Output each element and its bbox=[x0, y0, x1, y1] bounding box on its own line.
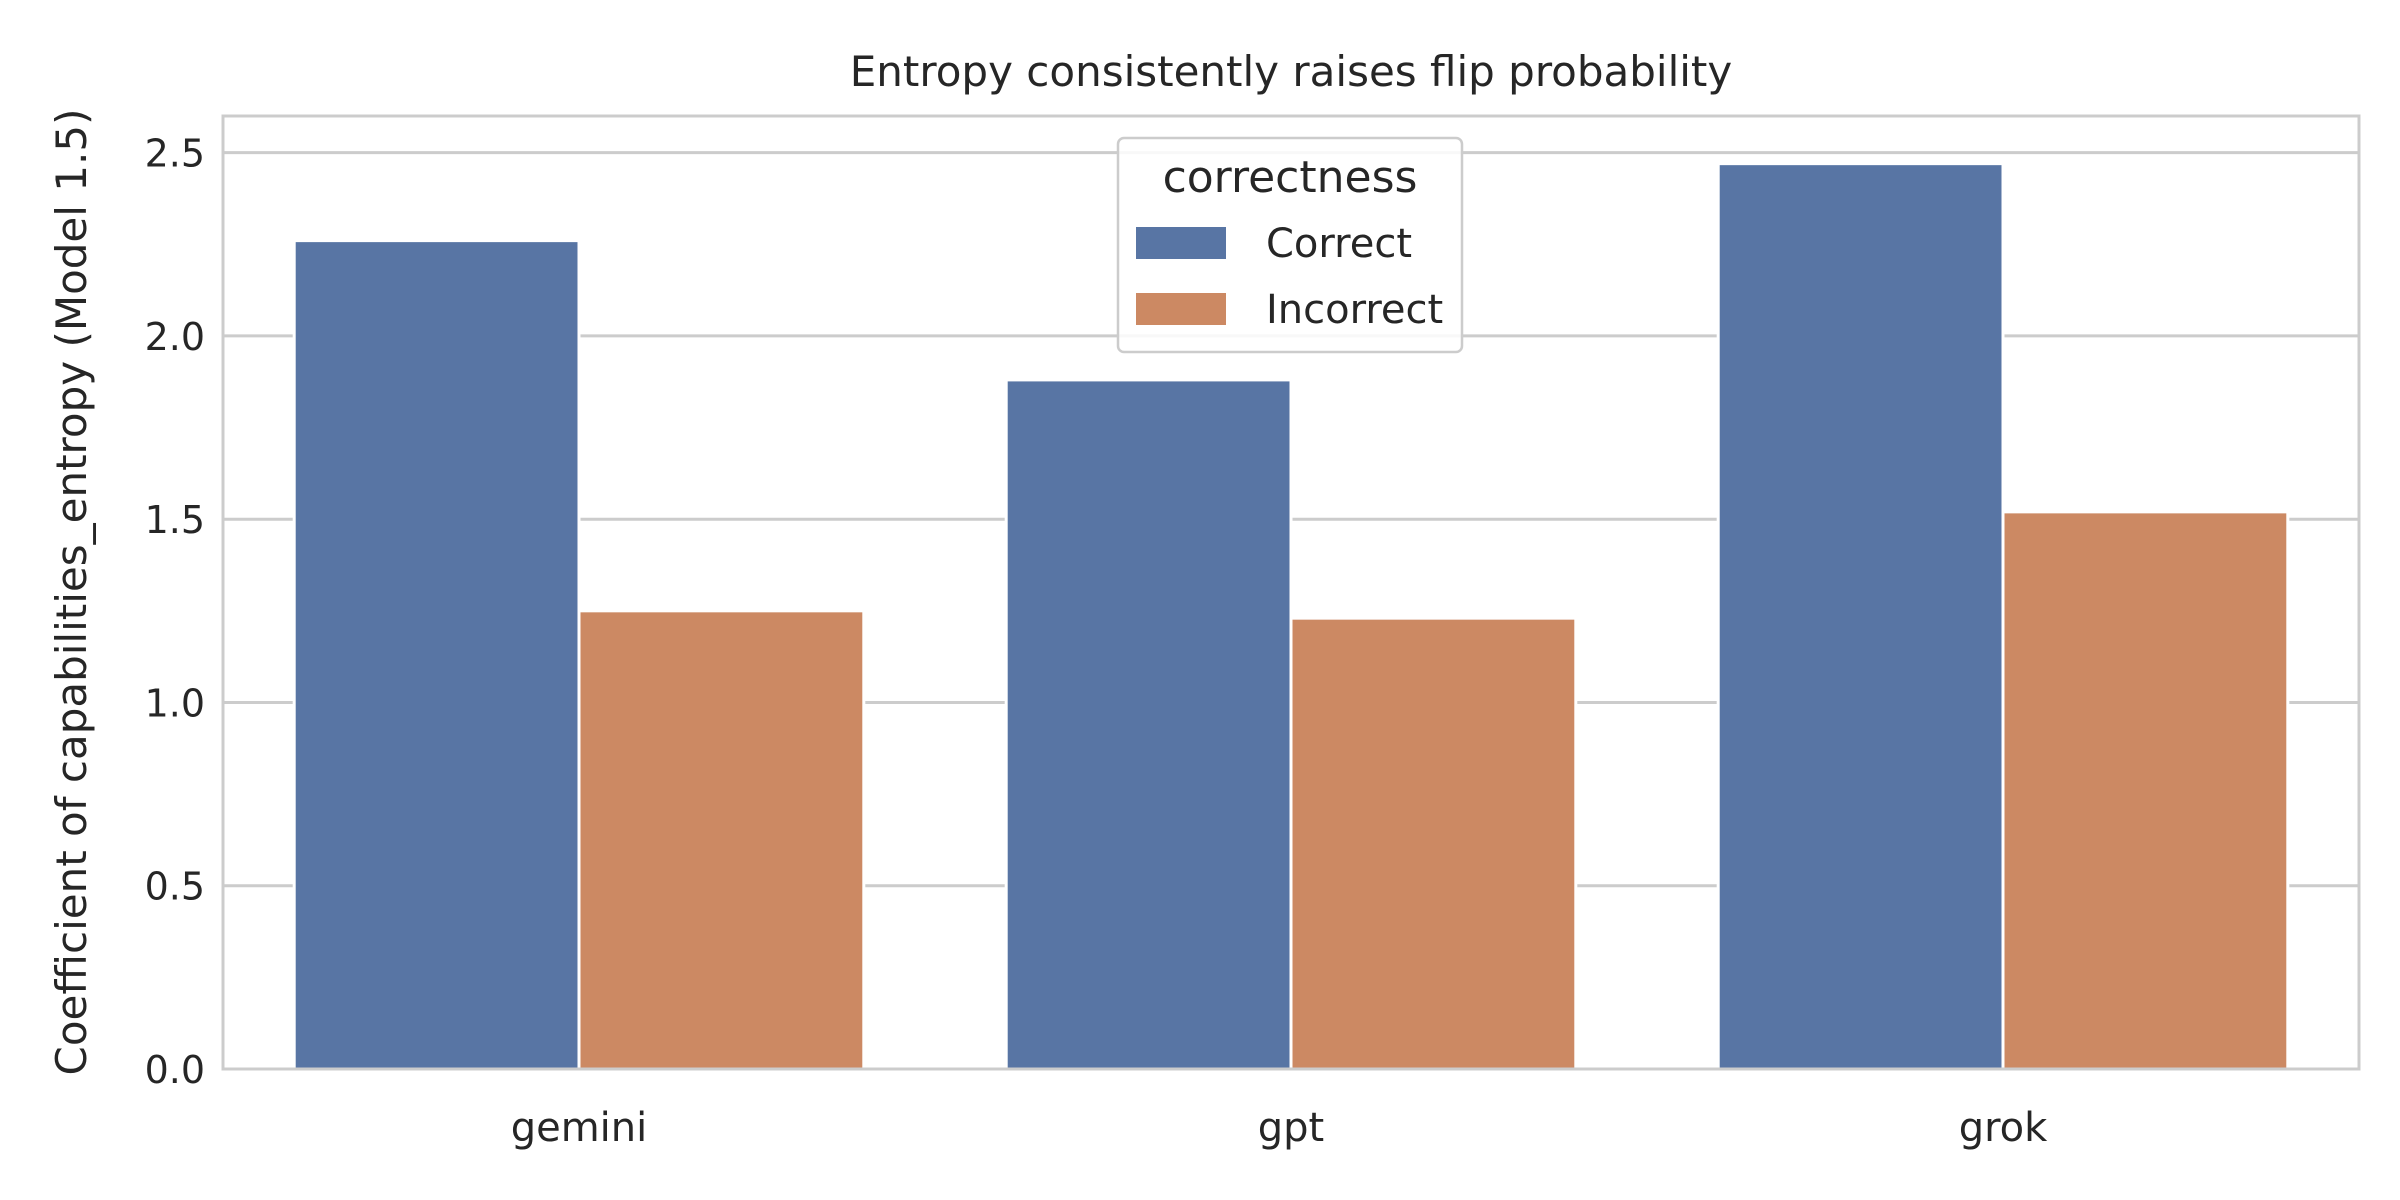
legend-title: correctness bbox=[1163, 152, 1418, 203]
x-tick-label: gpt bbox=[1258, 1105, 1324, 1151]
y-axis-ticks: 0.0 0.5 1.0 1.5 2.0 2.5 bbox=[145, 132, 205, 1092]
bar-gemini-correct bbox=[292, 239, 581, 1071]
bar-gpt-incorrect bbox=[1289, 616, 1578, 1071]
legend-label-incorrect: Incorrect bbox=[1266, 287, 1443, 333]
plot-frame bbox=[221, 114, 2361, 1071]
x-tick-label: grok bbox=[1959, 1105, 2048, 1151]
bar-gpt-correct bbox=[1004, 378, 1293, 1071]
y-tick-label: 2.5 bbox=[145, 132, 205, 176]
bar-grok-incorrect bbox=[2001, 510, 2290, 1071]
bar-gemini-incorrect bbox=[577, 609, 866, 1071]
legend-label-correct: Correct bbox=[1266, 221, 1412, 267]
y-tick-label: 0.0 bbox=[145, 1048, 205, 1092]
bars bbox=[292, 162, 2290, 1071]
y-tick-label: 1.5 bbox=[145, 498, 205, 542]
y-tick-label: 1.0 bbox=[145, 681, 205, 725]
x-axis-ticks: gemini gpt grok bbox=[511, 1105, 2048, 1151]
chart-title: Entropy consistently raises flip probabi… bbox=[850, 47, 1733, 96]
bar-grok-correct bbox=[1716, 162, 2005, 1071]
y-axis-label: Coefficient of capabilities_entropy (Mod… bbox=[47, 109, 96, 1076]
y-tick-label: 0.5 bbox=[145, 865, 205, 909]
legend-entries: Correct Incorrect bbox=[1136, 221, 1443, 333]
x-tick-label: gemini bbox=[511, 1105, 648, 1151]
legend-swatch-correct bbox=[1136, 227, 1226, 259]
legend-swatch-incorrect bbox=[1136, 293, 1226, 325]
y-tick-label: 2.0 bbox=[145, 315, 205, 359]
legend: correctness Correct Incorrect bbox=[1116, 136, 1464, 354]
